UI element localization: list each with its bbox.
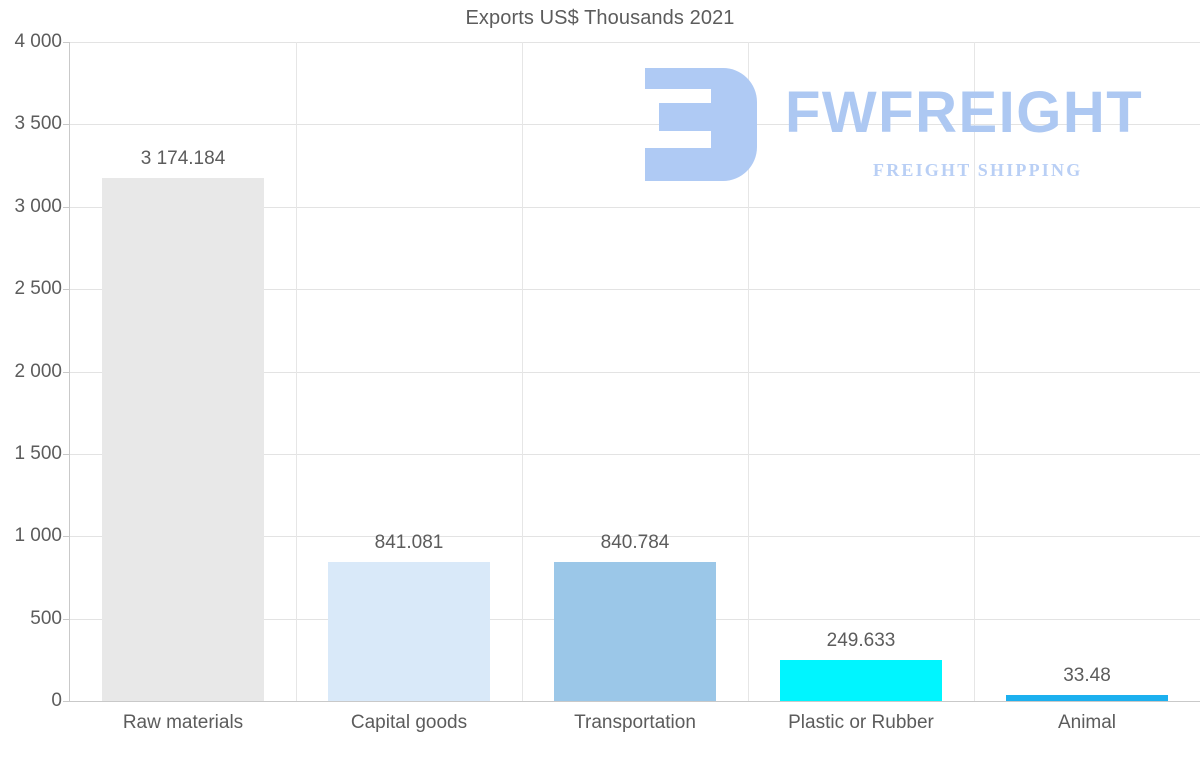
gridline-vertical [974,42,975,701]
gridline-horizontal [70,701,1200,702]
y-axis-tick-label: 1 000 [14,525,62,547]
x-axis-tick-label: Plastic or Rubber [788,712,934,733]
y-axis-tick-label: 3 000 [14,195,62,217]
x-axis-tick-label: Transportation [574,712,696,733]
bar-value-label: 249.633 [826,629,896,651]
gridline-vertical [296,42,297,701]
bar[interactable] [327,562,491,701]
y-axis-tick [63,618,70,620]
gridline-vertical [522,42,523,701]
y-axis-tick-label: 2 000 [14,360,62,382]
gridline-horizontal [70,206,1200,208]
bar-value-label: 33.48 [1063,665,1111,687]
x-axis-tick-label: Capital goods [350,712,468,733]
gridline-vertical [748,42,749,701]
gridline-horizontal [70,536,1200,538]
plot-area: 3 174.184 841.081 840.784 249.633 33.48 [70,42,1200,702]
y-axis-tick-label: 0 [51,690,62,711]
y-axis-tick [63,701,70,702]
bar-value-label: 3 174.184 [140,148,226,170]
gridline-horizontal [70,371,1200,373]
gridline-horizontal [70,42,1200,43]
bar[interactable] [779,659,943,701]
y-axis-tick-labels: 0 500 1 000 1 500 2 000 2 500 3 000 3 500 4 000 [0,0,62,763]
y-axis-tick-label: 3 500 [14,113,62,135]
y-axis-tick-label: 4 000 [14,31,62,52]
y-axis-tick [63,124,70,126]
y-axis-tick [63,206,70,208]
chart-title: Exports US$ Thousands 2021 [465,7,735,29]
gridline-horizontal [70,124,1200,126]
gridline-horizontal [70,453,1200,455]
y-axis-tick-label: 500 [30,607,62,629]
y-axis-tick-label: 1 500 [14,442,62,464]
x-axis-tick-label: Animal [1057,712,1117,733]
bar-value-label: 840.784 [600,532,670,554]
bar[interactable] [1005,695,1169,701]
bar-value-label: 841.081 [374,532,444,554]
y-axis-tick [63,536,70,538]
y-axis-tick-label: 2 500 [14,278,62,300]
y-axis-tick [63,453,70,455]
gridline-horizontal [70,289,1200,291]
x-axis-tick-label: Raw materials [122,712,244,733]
y-axis-tick [63,289,70,291]
bar[interactable] [553,562,717,701]
y-axis-tick [63,371,70,373]
y-axis-tick [63,42,70,43]
bar[interactable] [101,178,265,701]
